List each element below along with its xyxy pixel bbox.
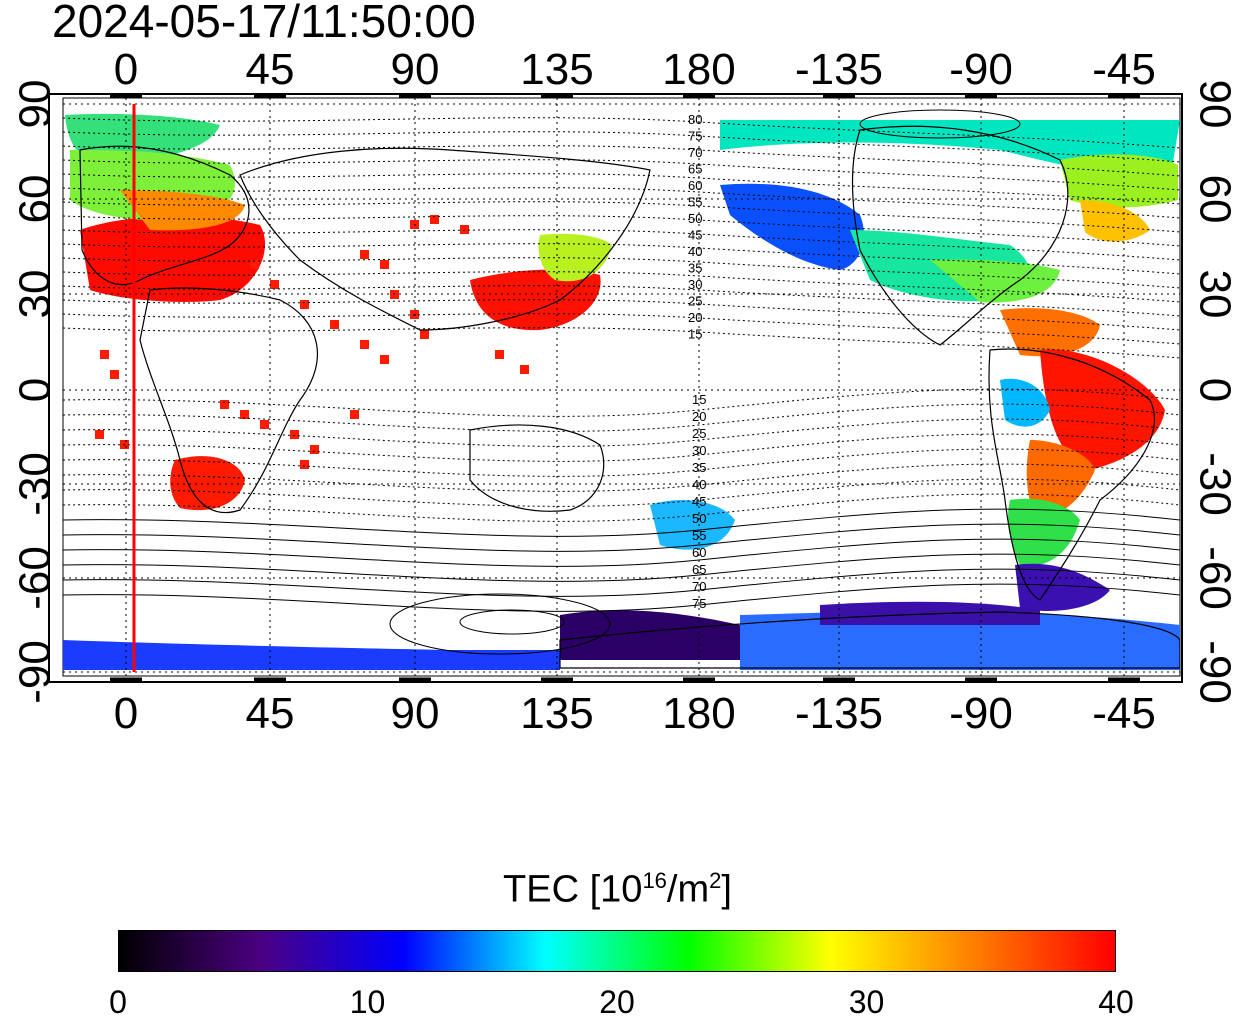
colorbar-tick-label: 0 [109, 984, 127, 1020]
left-lat-label: 30 [11, 270, 60, 319]
colorbar-title: TEC [1016/m2] [503, 868, 732, 911]
contour-label-group: 8075706560555045403530252015152025303540… [688, 112, 706, 611]
top-lon-label: -90 [949, 45, 1013, 94]
bottom-lon-label: 0 [114, 689, 138, 738]
contour-label: 40 [692, 477, 706, 492]
top-lon-label: 90 [391, 45, 440, 94]
contour-label: 20 [692, 409, 706, 424]
left-lat-label: 60 [11, 175, 60, 224]
contour-label: 30 [688, 277, 702, 292]
right-lat-label: 90 [1190, 80, 1235, 129]
contour-label: 30 [692, 443, 706, 458]
bottom-lon-label: -90 [949, 689, 1013, 738]
right-lat-label: -90 [1190, 640, 1235, 704]
contour-label: 65 [688, 162, 702, 177]
bottom-lon-label: 180 [662, 689, 735, 738]
right-lat-label: -60 [1190, 546, 1235, 610]
bottom-lon-label: 135 [520, 689, 593, 738]
bottom-lon-label: -135 [795, 689, 883, 738]
right-lat-label: 0 [1190, 378, 1235, 402]
lat-lon-grid [63, 98, 1180, 676]
right-lat-label: 30 [1190, 270, 1235, 319]
bottom-lon-label: -45 [1092, 689, 1156, 738]
axis-ticks [110, 93, 1140, 683]
contour-label: 55 [692, 528, 706, 543]
contour-lines [63, 109, 1180, 655]
contour-label: 65 [692, 562, 706, 577]
top-lon-label: -135 [795, 45, 883, 94]
top-lon-label: 0 [114, 45, 138, 94]
contour-label: 75 [688, 129, 702, 144]
tec-world-map: 8075706560555045403530252015152025303540… [11, 45, 1235, 738]
colorbar-tick-label: 30 [848, 984, 885, 1020]
colorbar-tick-label: 40 [1098, 984, 1134, 1020]
right-lat-label: 60 [1190, 175, 1235, 224]
map-timestamp-title: 2024-05-17/11:50:00 [52, 0, 476, 47]
left-lat-label: -30 [11, 452, 60, 516]
bottom-lon-label: 90 [391, 689, 440, 738]
contour-label: 15 [688, 327, 702, 342]
left-lat-label: -60 [11, 546, 60, 610]
contour-label: 40 [688, 244, 702, 259]
plot-inner-frame [62, 97, 1181, 677]
contour-label: 50 [688, 211, 702, 226]
contour-label: 75 [692, 596, 706, 611]
contour-label: 55 [688, 195, 702, 210]
contour-label: 60 [688, 178, 702, 193]
contour-label: 35 [688, 261, 702, 276]
contour-label: 35 [692, 460, 706, 475]
tec-data-patches [63, 113, 1180, 670]
contour-label: 45 [692, 494, 706, 509]
contour-label: 25 [692, 426, 706, 441]
contour-label: 20 [688, 310, 702, 325]
contour-label: 15 [692, 392, 706, 407]
left-lat-label: 90 [11, 80, 60, 129]
contour-label: 80 [688, 112, 702, 127]
contour-label: 45 [688, 228, 702, 243]
contour-label: 70 [688, 145, 702, 160]
top-lon-label: 180 [662, 45, 735, 94]
colorbar-tick-label: 10 [349, 984, 386, 1020]
top-lon-label: 45 [246, 45, 295, 94]
top-lon-label: -45 [1092, 45, 1156, 94]
left-lat-label: 0 [11, 378, 60, 402]
coastlines [79, 125, 1180, 669]
tec-colorbar [118, 930, 1116, 972]
top-lon-label: 135 [520, 45, 593, 94]
contour-label: 60 [692, 545, 706, 560]
colorbar-tick-label: 20 [599, 984, 635, 1020]
left-lat-label: -90 [11, 640, 60, 704]
contour-label: 25 [688, 294, 702, 309]
contour-label: 50 [692, 511, 706, 526]
bottom-lon-label: 45 [246, 689, 295, 738]
right-lat-label: -30 [1190, 452, 1235, 516]
contour-label: 70 [692, 579, 706, 594]
